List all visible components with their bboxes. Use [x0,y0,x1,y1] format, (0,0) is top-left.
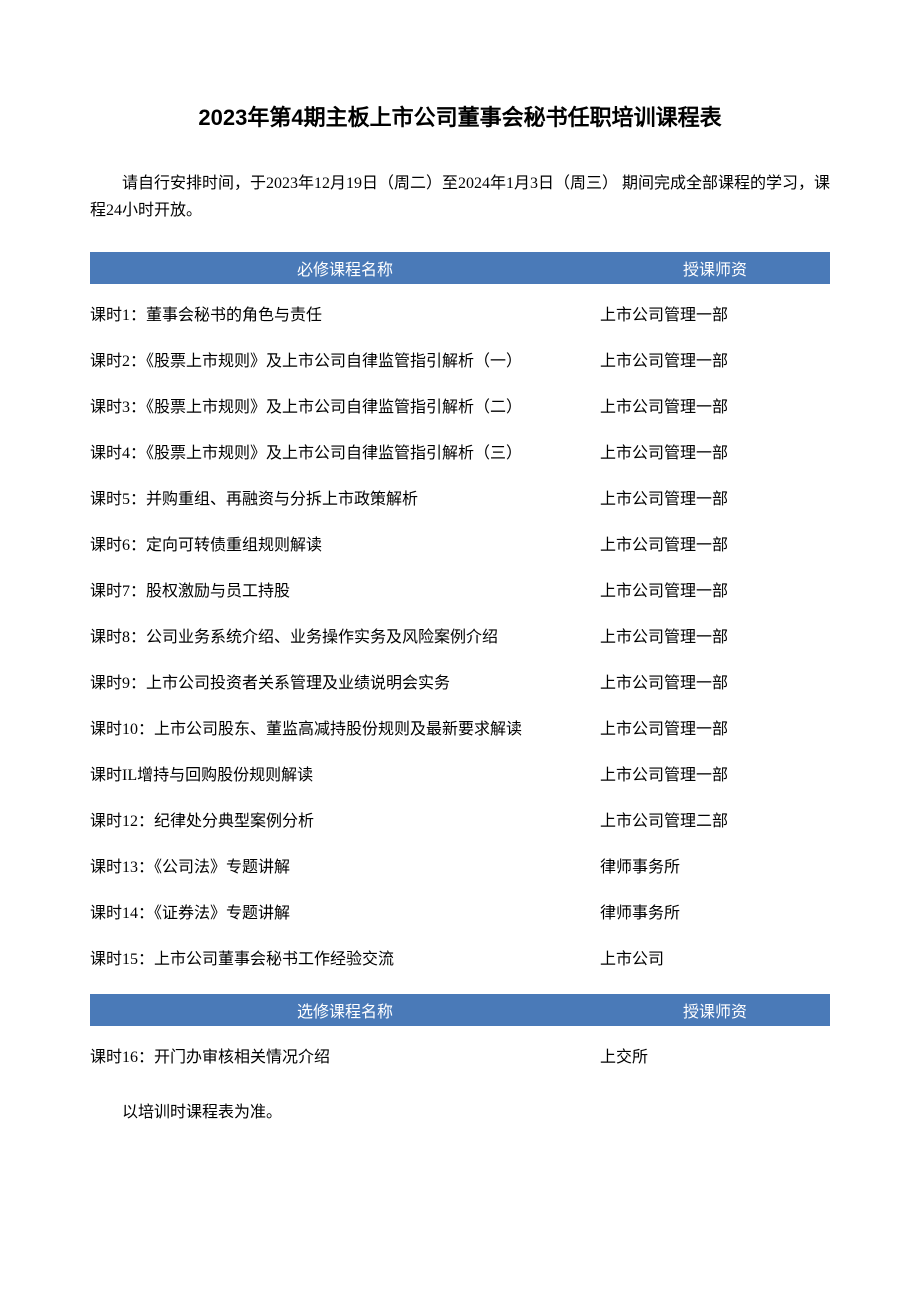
document-title: 2023年第4期主板上市公司董事会秘书任职培训课程表 [90,100,830,132]
course-row: 课时16：开门办审核相关情况介绍上交所 [90,1046,830,1070]
header-col-teacher: 授课师资 [600,998,830,1022]
course-name: 课时9：上市公司投资者关系管理及业绩说明会实务 [90,672,600,696]
course-row: 课时15：上市公司董事会秘书工作经验交流上市公司 [90,948,830,972]
course-teacher: 上市公司管理一部 [600,396,830,420]
course-teacher: 上市公司管理一部 [600,350,830,374]
course-row: 课时IL增持与回购股份规则解读上市公司管理一部 [90,764,830,788]
course-row: 课时7：股权激励与员工持股上市公司管理一部 [90,580,830,604]
course-teacher: 上市公司管理一部 [600,304,830,328]
course-name: 课时4：《股票上市规则》及上市公司自律监管指引解析（三） [90,442,600,466]
course-teacher: 上市公司管理一部 [600,718,830,742]
header-col-teacher: 授课师资 [600,256,830,280]
course-name: 课时14：《证券法》专题讲解 [90,902,600,926]
elective-courses-header: 选修课程名称 授课师资 [90,994,830,1026]
header-col-course-name: 必修课程名称 [90,256,600,280]
course-row: 课时1：董事会秘书的角色与责任上市公司管理一部 [90,304,830,328]
course-teacher: 律师事务所 [600,902,830,926]
course-row: 课时5：并购重组、再融资与分拆上市政策解析上市公司管理一部 [90,488,830,512]
elective-courses-list: 课时16：开门办审核相关情况介绍上交所 [90,1046,830,1070]
course-teacher: 上市公司管理二部 [600,810,830,834]
course-name: 课时IL增持与回购股份规则解读 [90,764,600,788]
intro-paragraph: 请自行安排时间，于2023年12月19日（周二）至2024年1月3日（周三） 期… [90,170,830,224]
footer-note: 以培训时课程表为准。 [90,1098,830,1122]
course-row: 课时4：《股票上市规则》及上市公司自律监管指引解析（三）上市公司管理一部 [90,442,830,466]
course-teacher: 上市公司管理一部 [600,764,830,788]
course-teacher: 上市公司管理一部 [600,534,830,558]
course-name: 课时12：纪律处分典型案例分析 [90,810,600,834]
course-row: 课时12：纪律处分典型案例分析上市公司管理二部 [90,810,830,834]
header-col-course-name: 选修课程名称 [90,998,600,1022]
required-courses-list: 课时1：董事会秘书的角色与责任上市公司管理一部课时2：《股票上市规则》及上市公司… [90,304,830,972]
required-courses-header: 必修课程名称 授课师资 [90,252,830,284]
course-teacher: 上市公司管理一部 [600,442,830,466]
course-row: 课时2：《股票上市规则》及上市公司自律监管指引解析（一）上市公司管理一部 [90,350,830,374]
course-teacher: 上市公司 [600,948,830,972]
course-row: 课时3：《股票上市规则》及上市公司自律监管指引解析（二）上市公司管理一部 [90,396,830,420]
course-name: 课时16：开门办审核相关情况介绍 [90,1046,600,1070]
course-name: 课时1：董事会秘书的角色与责任 [90,304,600,328]
course-name: 课时2：《股票上市规则》及上市公司自律监管指引解析（一） [90,350,600,374]
course-teacher: 上交所 [600,1046,830,1070]
course-name: 课时6：定向可转债重组规则解读 [90,534,600,558]
course-row: 课时9：上市公司投资者关系管理及业绩说明会实务上市公司管理一部 [90,672,830,696]
course-name: 课时10：上市公司股东、董监高减持股份规则及最新要求解读 [90,718,600,742]
course-row: 课时14：《证券法》专题讲解律师事务所 [90,902,830,926]
course-teacher: 上市公司管理一部 [600,672,830,696]
course-teacher: 上市公司管理一部 [600,626,830,650]
course-name: 课时15：上市公司董事会秘书工作经验交流 [90,948,600,972]
course-name: 课时3：《股票上市规则》及上市公司自律监管指引解析（二） [90,396,600,420]
course-row: 课时8：公司业务系统介绍、业务操作实务及风险案例介绍上市公司管理一部 [90,626,830,650]
course-row: 课时13：《公司法》专题讲解律师事务所 [90,856,830,880]
course-teacher: 上市公司管理一部 [600,580,830,604]
course-row: 课时10：上市公司股东、董监高减持股份规则及最新要求解读上市公司管理一部 [90,718,830,742]
course-teacher: 上市公司管理一部 [600,488,830,512]
course-name: 课时8：公司业务系统介绍、业务操作实务及风险案例介绍 [90,626,600,650]
course-teacher: 律师事务所 [600,856,830,880]
course-name: 课时5：并购重组、再融资与分拆上市政策解析 [90,488,600,512]
course-row: 课时6：定向可转债重组规则解读上市公司管理一部 [90,534,830,558]
course-name: 课时7：股权激励与员工持股 [90,580,600,604]
course-name: 课时13：《公司法》专题讲解 [90,856,600,880]
